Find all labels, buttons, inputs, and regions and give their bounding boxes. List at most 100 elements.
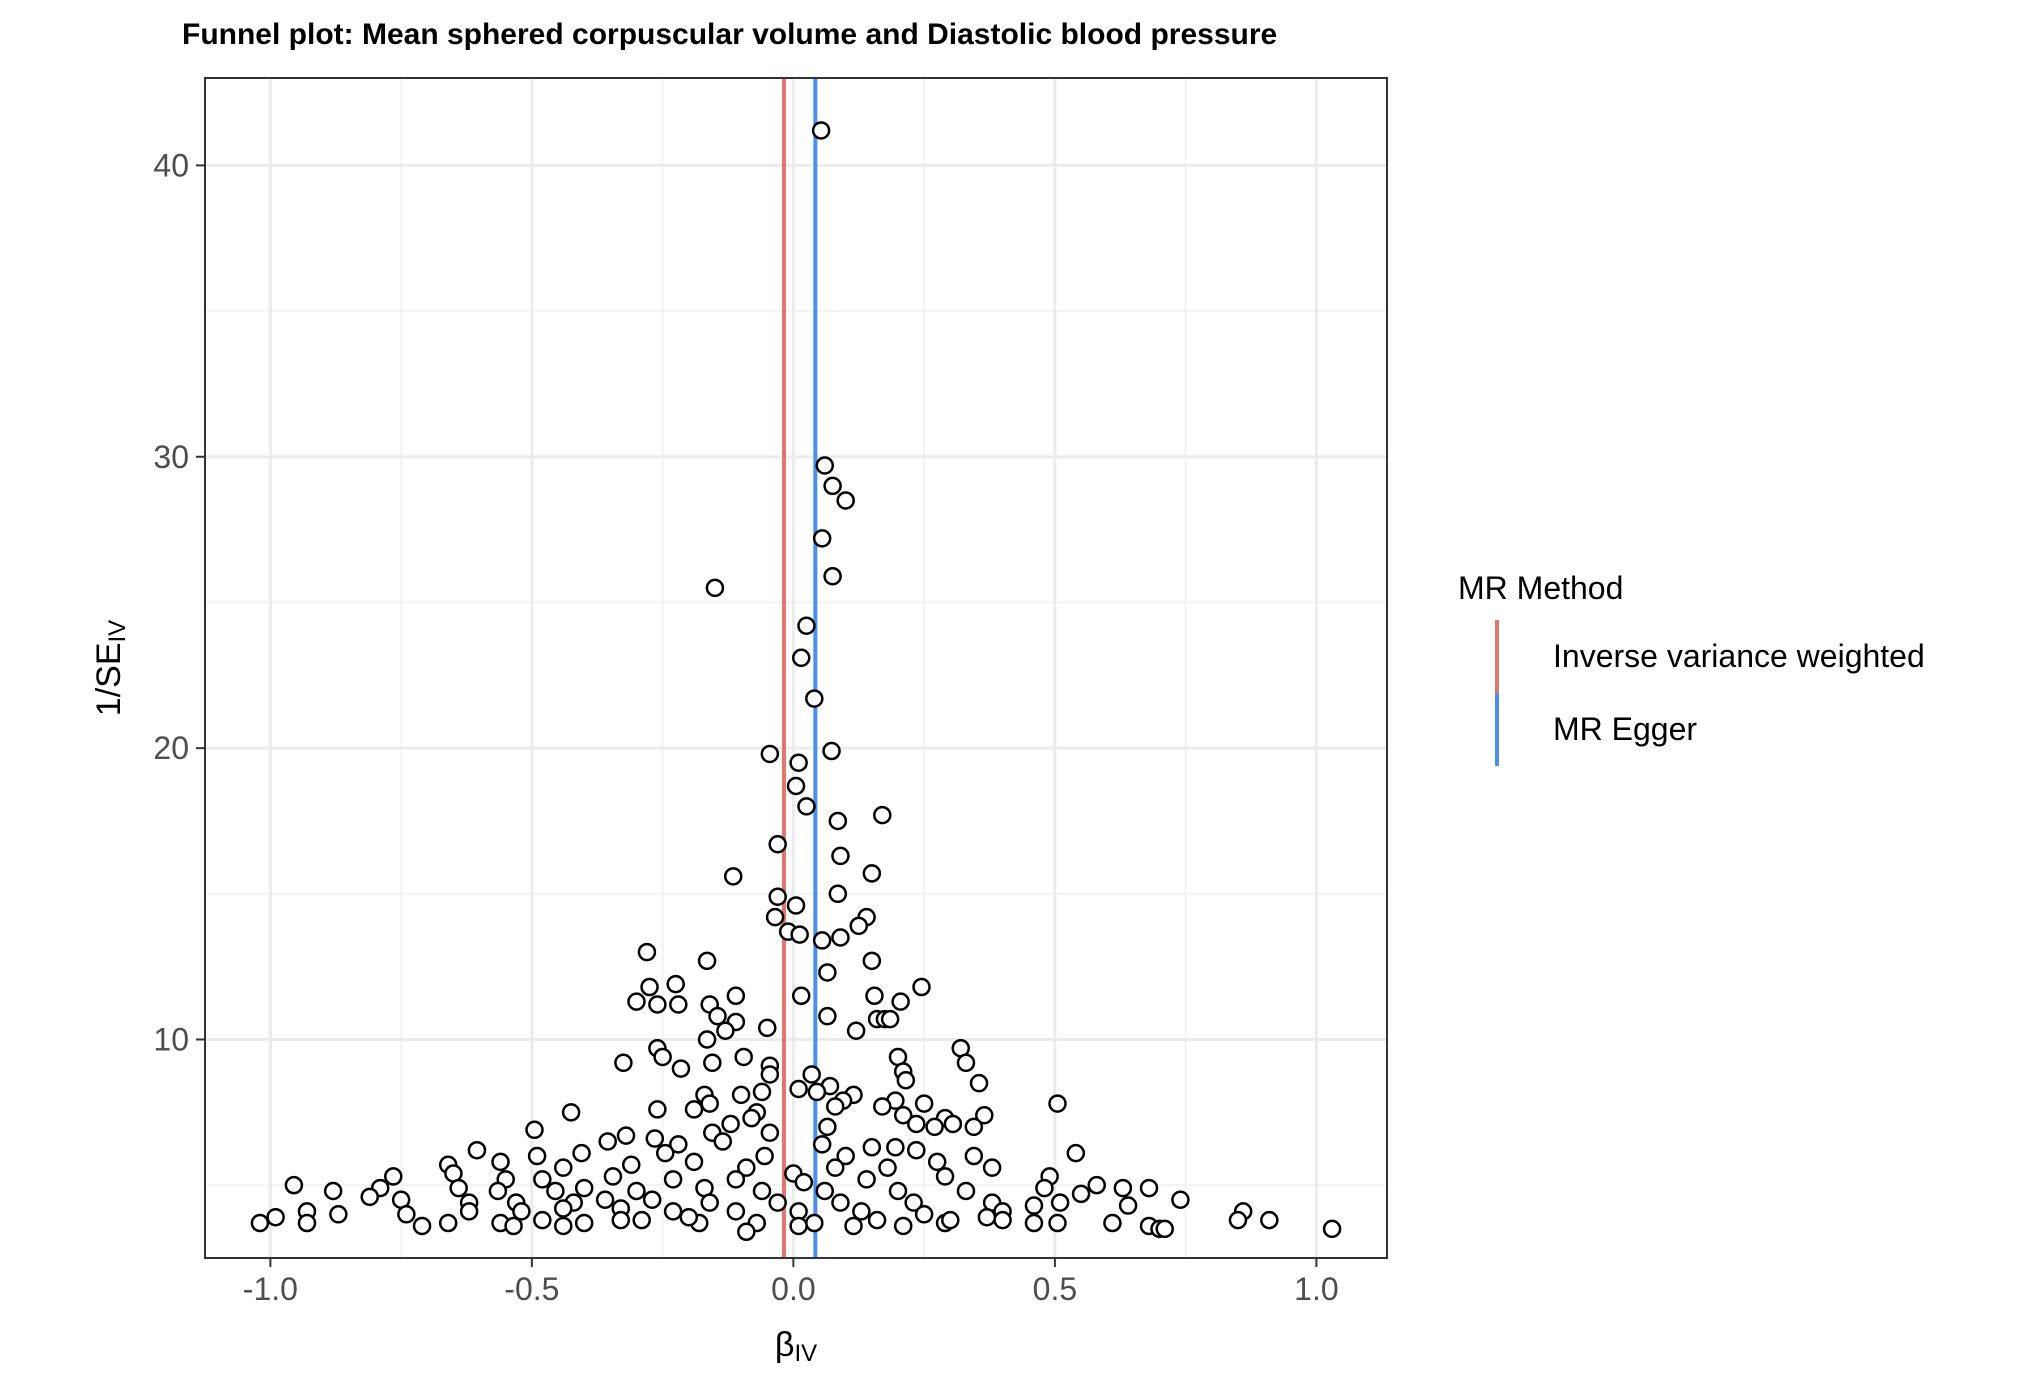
data-point xyxy=(1050,1193,1070,1212)
data-point xyxy=(846,1021,866,1040)
data-point xyxy=(645,1129,665,1148)
data-point xyxy=(250,1213,270,1233)
data-point xyxy=(412,1216,432,1236)
data-point xyxy=(723,867,743,886)
data-point xyxy=(595,1190,615,1209)
mr-method-lines xyxy=(781,78,818,1258)
data-point xyxy=(459,1202,479,1221)
data-point xyxy=(818,1117,837,1137)
data-point xyxy=(797,616,816,636)
data-point xyxy=(533,1170,552,1189)
data-point xyxy=(1322,1219,1342,1239)
data-point xyxy=(1155,1219,1174,1239)
data-point xyxy=(852,1202,871,1221)
data-point xyxy=(893,1216,913,1236)
data-point xyxy=(1118,1196,1138,1215)
data-point xyxy=(811,121,831,140)
data-point xyxy=(684,1100,704,1119)
data-point xyxy=(805,1213,824,1233)
data-point xyxy=(757,1018,777,1038)
data-point xyxy=(982,1158,1002,1177)
data-point xyxy=(907,1140,926,1160)
data-point xyxy=(925,1117,944,1137)
data-point xyxy=(700,1094,719,1113)
data-point xyxy=(844,1216,863,1236)
data-point xyxy=(789,1216,808,1236)
data-point xyxy=(297,1213,317,1233)
data-point xyxy=(574,1178,594,1198)
x-axis-ticks: -1.0 -0.5 0.0 0.5 1.0 xyxy=(243,1258,1339,1307)
data-point xyxy=(823,476,842,496)
x-tick-label: 0.0 xyxy=(771,1271,815,1307)
y-tick-label: 30 xyxy=(153,439,189,475)
legend-label: Inverse variance weighted xyxy=(1553,638,1925,674)
data-point xyxy=(969,1073,989,1093)
data-point xyxy=(703,1053,722,1073)
data-point xyxy=(825,1158,845,1177)
data-point xyxy=(907,1114,926,1134)
data-point xyxy=(1066,1143,1086,1163)
data-point xyxy=(786,776,806,796)
data-point xyxy=(789,753,808,772)
data-point xyxy=(734,1047,753,1067)
data-point xyxy=(622,1155,641,1175)
data-point xyxy=(831,1193,850,1212)
data-point xyxy=(648,1100,667,1119)
data-point xyxy=(805,689,824,708)
data-point xyxy=(713,1132,733,1151)
data-point xyxy=(684,1152,704,1172)
y-axis-ticks: 10 20 30 40 xyxy=(153,147,205,1057)
data-point xyxy=(329,1205,348,1224)
data-point xyxy=(449,1178,468,1198)
data-point xyxy=(760,744,780,764)
data-point xyxy=(755,1146,774,1166)
legend: MR Method Inverse variance weighted MR Eg… xyxy=(1458,570,1925,766)
x-tick-label: -0.5 xyxy=(504,1271,559,1307)
data-point xyxy=(768,887,787,906)
data-point xyxy=(794,1172,814,1192)
data-point xyxy=(737,1158,756,1177)
data-point xyxy=(1035,1178,1054,1198)
data-point xyxy=(752,1082,772,1102)
data-point xyxy=(878,1158,897,1177)
data-point xyxy=(1071,1184,1091,1204)
data-point xyxy=(888,1181,908,1201)
data-point xyxy=(632,1210,651,1230)
data-point xyxy=(768,835,787,854)
data-point xyxy=(964,1146,984,1166)
data-point xyxy=(554,1199,573,1218)
data-point xyxy=(737,1222,756,1242)
data-point xyxy=(1087,1175,1106,1195)
data-point xyxy=(791,986,811,1006)
data-point xyxy=(941,1210,960,1230)
data-point xyxy=(891,992,910,1011)
data-point xyxy=(504,1216,523,1236)
legend-label: MR Egger xyxy=(1553,711,1697,747)
data-point xyxy=(912,977,931,997)
data-point xyxy=(765,907,785,927)
data-point xyxy=(1024,1213,1044,1233)
data-point xyxy=(627,1181,646,1201)
data-point xyxy=(726,986,746,1006)
data-point xyxy=(956,1053,976,1073)
data-point xyxy=(935,1167,955,1186)
data-point xyxy=(1228,1210,1248,1230)
data-point xyxy=(627,992,646,1011)
data-point xyxy=(642,1190,662,1209)
data-point xyxy=(873,1097,892,1116)
data-point xyxy=(865,986,884,1006)
x-tick-label: -1.0 xyxy=(243,1271,298,1307)
data-point xyxy=(397,1205,416,1224)
data-point xyxy=(561,1103,581,1122)
data-point xyxy=(977,1207,997,1227)
data-point xyxy=(384,1167,403,1186)
data-point xyxy=(815,456,835,475)
data-point xyxy=(671,1059,691,1078)
data-point xyxy=(914,1205,934,1224)
data-point xyxy=(815,1181,835,1201)
data-point xyxy=(360,1187,379,1207)
data-point xyxy=(802,1065,821,1084)
data-point xyxy=(812,1135,832,1154)
data-point xyxy=(752,1181,772,1201)
